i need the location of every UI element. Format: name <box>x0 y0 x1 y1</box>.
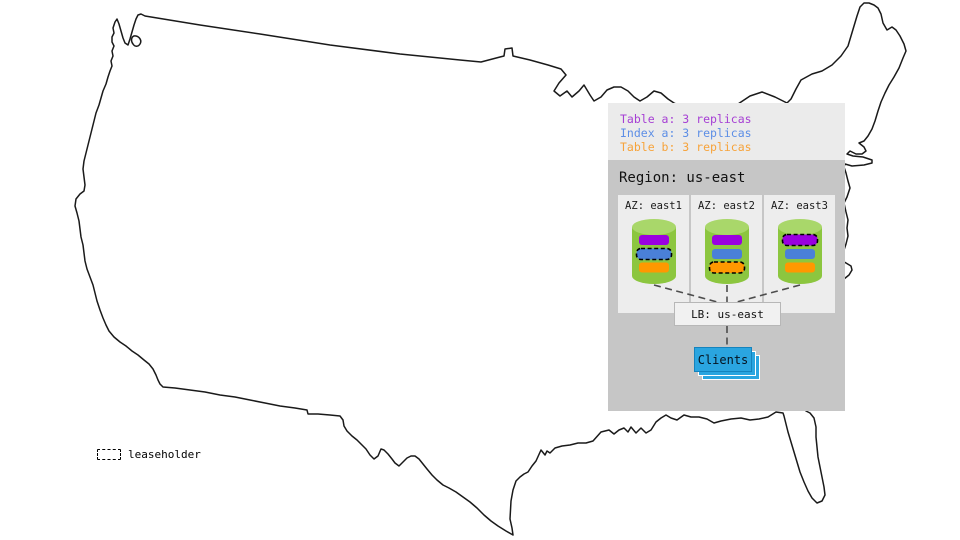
region-panel: Table a: 3 replicas Index a: 3 replicas … <box>608 103 845 411</box>
az-box-east1: AZ: east1 <box>618 195 689 313</box>
region-title: Region: us-east <box>619 170 746 186</box>
legend-item-table-b: Table b: 3 replicas <box>620 140 752 154</box>
clients-label: Clients <box>697 352 749 367</box>
load-balancer-label: LB: us-east <box>691 307 764 321</box>
leaseholder-key: leaseholder <box>97 448 201 461</box>
legend-item-index-a: Index a: 3 replicas <box>620 126 752 140</box>
replica-bar <box>711 249 742 259</box>
replica-bar <box>711 235 742 245</box>
leaseholder-key-label: leaseholder <box>128 448 201 461</box>
puget-sound-detail <box>130 35 142 47</box>
us-border-path <box>74 2 907 536</box>
replica-bar <box>708 261 745 274</box>
az-box-east3: AZ: east3 <box>764 195 835 313</box>
az-label: AZ: east1 <box>625 200 682 212</box>
database-cylinder-icon <box>777 219 822 284</box>
load-balancer-box: LB: us-east <box>674 302 781 326</box>
replica-bar <box>784 249 815 259</box>
clients-box: Clients <box>694 347 752 372</box>
database-cylinder-icon <box>631 219 676 284</box>
az-label: AZ: east3 <box>771 200 828 212</box>
az-box-east2: AZ: east2 <box>691 195 762 313</box>
az-label: AZ: east2 <box>698 200 755 212</box>
clients-stack: Clients <box>694 347 760 380</box>
leaseholder-swatch-icon <box>97 449 121 460</box>
replica-bar <box>635 247 672 261</box>
replica-legend: Table a: 3 replicas Index a: 3 replicas … <box>608 103 845 160</box>
az-row: AZ: east1 AZ: east2 <box>618 195 835 313</box>
replica-bar <box>638 235 669 245</box>
replica-bar <box>781 233 818 247</box>
replica-bar <box>638 262 669 273</box>
database-cylinder-icon <box>704 219 749 284</box>
replica-bar <box>784 262 815 273</box>
legend-item-table-a: Table a: 3 replicas <box>620 112 752 126</box>
